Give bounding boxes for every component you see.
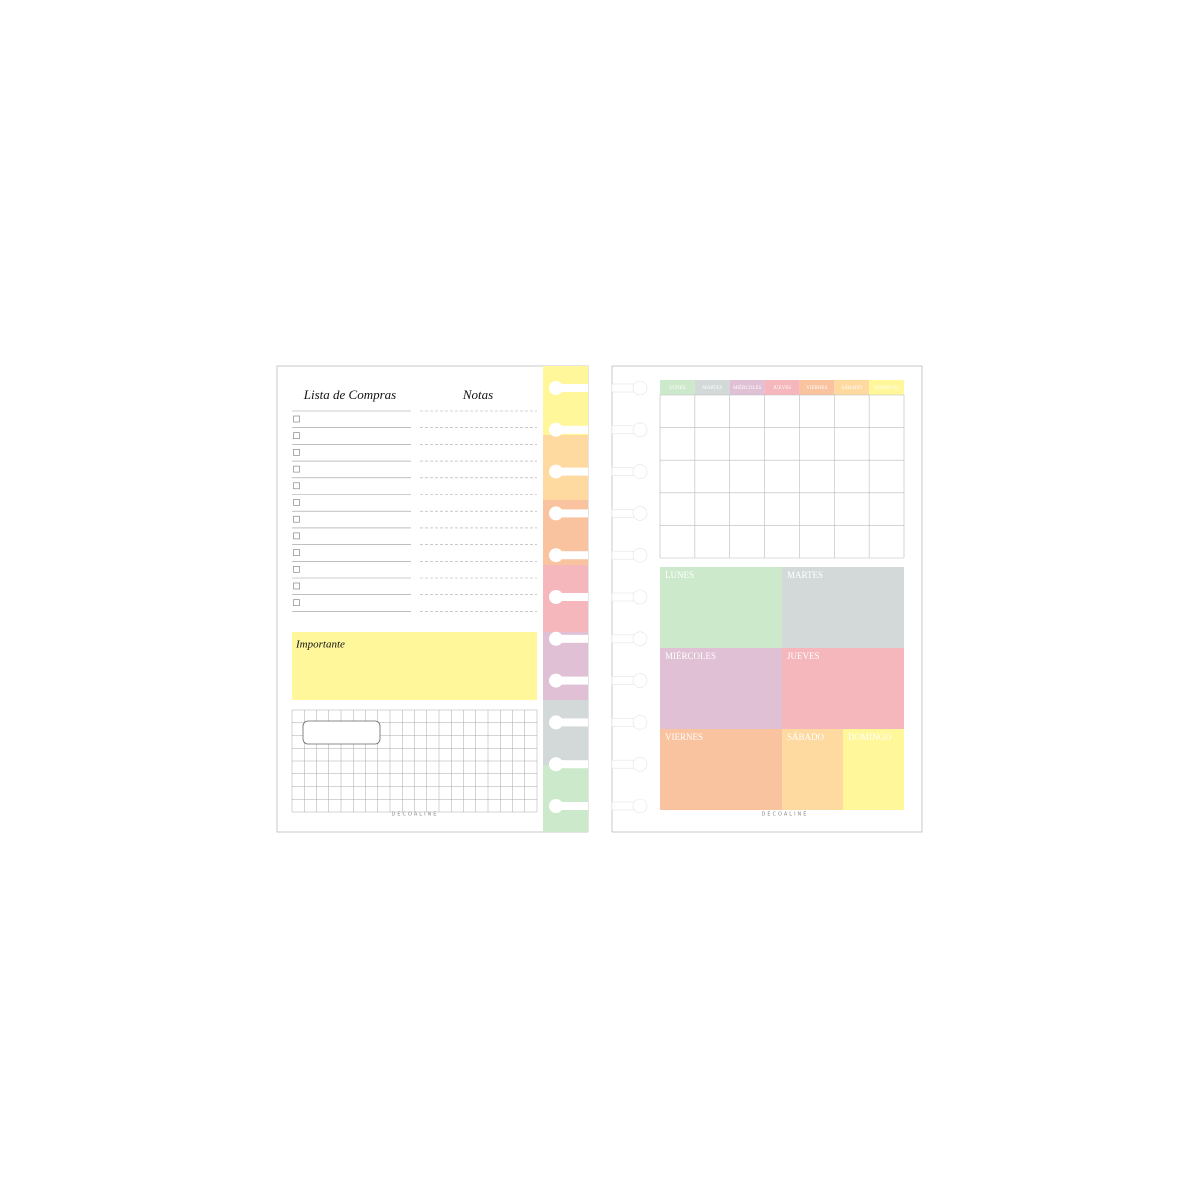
checkbox	[293, 482, 300, 490]
day-header	[764, 380, 800, 395]
checkbox	[293, 465, 300, 473]
hole	[553, 593, 588, 601]
hole	[553, 760, 588, 769]
hole	[549, 757, 563, 772]
day-block	[782, 729, 843, 810]
day-label: SÁBADO	[787, 732, 825, 742]
hole	[632, 631, 648, 647]
day-header-label: LUNES	[669, 386, 685, 391]
day-label: DOMINGO	[848, 732, 892, 742]
tab	[543, 700, 588, 765]
day-header-label: DOMINGO	[874, 386, 899, 391]
notes-title: Notas	[462, 387, 493, 402]
important-box	[292, 632, 537, 700]
hole	[553, 551, 588, 560]
footer: DECOALINE	[392, 812, 439, 818]
day-header-label: MARTES	[702, 386, 722, 391]
day-label: LUNES	[665, 570, 694, 580]
day-header-label: VIERNES	[806, 386, 827, 391]
footer: DECOALINE	[762, 812, 809, 818]
hole	[632, 756, 648, 772]
hole	[553, 718, 588, 727]
checkbox	[293, 515, 300, 523]
hole	[632, 464, 648, 479]
day-block	[782, 567, 904, 648]
day-block	[660, 729, 782, 810]
hole	[549, 673, 563, 688]
checkbox	[293, 549, 300, 556]
tab	[543, 765, 588, 832]
hole	[632, 589, 648, 605]
day-header	[660, 380, 695, 395]
hole	[549, 715, 563, 730]
day-header-label: MIÉRCOLES	[733, 385, 762, 391]
day-header-label: SÁBADO	[841, 385, 862, 391]
checkbox	[293, 499, 300, 506]
tab	[543, 366, 588, 435]
hole	[553, 467, 588, 476]
hole	[553, 676, 588, 685]
checkbox	[293, 415, 300, 423]
tab	[543, 632, 588, 700]
hole	[549, 464, 563, 479]
hole	[553, 802, 588, 810]
checkbox	[293, 532, 300, 540]
day-header	[799, 380, 835, 395]
checkbox	[293, 432, 300, 440]
hole	[549, 381, 563, 395]
day-block	[843, 729, 904, 810]
day-block	[660, 567, 782, 648]
day-label: MARTES	[787, 570, 823, 580]
label-box	[302, 720, 381, 745]
hole	[632, 506, 648, 521]
checkbox	[293, 582, 300, 590]
hole	[632, 798, 648, 814]
hole	[549, 799, 563, 813]
hole	[632, 673, 648, 688]
day-header	[834, 380, 870, 395]
hole	[549, 422, 563, 437]
day-header	[729, 380, 765, 395]
list-title: Lista de Compras	[303, 387, 396, 402]
day-header	[869, 380, 904, 395]
hole	[553, 634, 588, 643]
checkbox	[293, 449, 300, 456]
day-label: JUEVES	[787, 651, 820, 661]
hole	[553, 509, 588, 518]
hole	[549, 548, 563, 563]
day-label: VIERNES	[665, 732, 703, 742]
hole	[549, 590, 563, 604]
day-header	[694, 380, 730, 395]
tab	[543, 435, 588, 500]
hole	[632, 380, 648, 396]
hole	[553, 384, 588, 392]
important-label: Importante	[295, 639, 345, 651]
day-block	[782, 648, 904, 729]
checkbox	[293, 565, 300, 573]
checkbox	[293, 599, 300, 607]
left-page	[276, 365, 589, 833]
hole	[632, 715, 648, 730]
hole	[632, 547, 648, 563]
hole	[632, 422, 648, 438]
day-label: MIÉRCOLES	[665, 651, 716, 661]
day-header-label: JUEVES	[773, 386, 791, 391]
hole	[549, 506, 563, 521]
day-block	[660, 648, 782, 729]
hole	[553, 425, 588, 434]
hole	[549, 631, 563, 646]
